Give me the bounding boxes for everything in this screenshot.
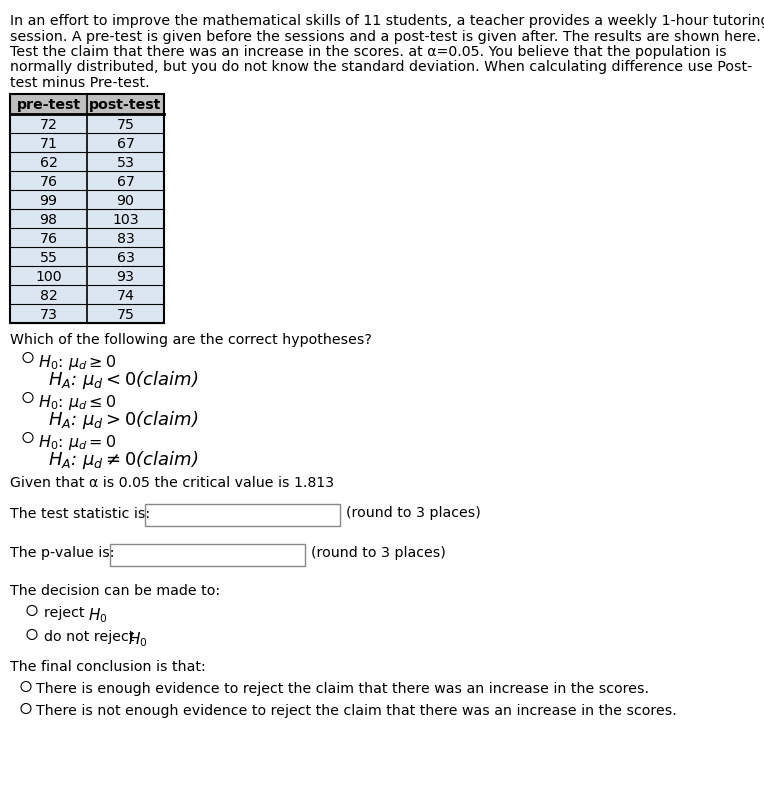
Text: 82: 82 <box>40 289 57 302</box>
Text: Given that α is 0.05 the critical value is 1.813: Given that α is 0.05 the critical value … <box>10 476 334 490</box>
Text: 73: 73 <box>40 308 57 322</box>
Text: 71: 71 <box>40 137 57 151</box>
Text: 63: 63 <box>116 251 134 265</box>
Bar <box>10 247 164 266</box>
Text: do not reject: do not reject <box>44 630 139 644</box>
Bar <box>10 266 164 286</box>
Text: The p-value is:: The p-value is: <box>10 546 115 560</box>
Text: 90: 90 <box>117 194 134 208</box>
Text: pre-test: pre-test <box>17 99 80 112</box>
Text: 67: 67 <box>116 137 134 151</box>
Bar <box>10 115 164 133</box>
Bar <box>110 544 305 565</box>
Text: 62: 62 <box>40 156 57 170</box>
Text: There is enough evidence to reject the claim that there was an increase in the s: There is enough evidence to reject the c… <box>36 682 649 695</box>
Text: 99: 99 <box>40 194 57 208</box>
Text: 103: 103 <box>112 213 139 227</box>
Text: $H_0$: $\mu_d = 0$: $H_0$: $\mu_d = 0$ <box>38 433 116 452</box>
Text: (round to 3 places): (round to 3 places) <box>346 506 481 520</box>
Bar <box>10 304 164 323</box>
Text: normally distributed, but you do not know the standard deviation. When calculati: normally distributed, but you do not kno… <box>10 60 753 75</box>
Bar <box>10 209 164 229</box>
Text: $H_0$: $\mu_d \leq 0$: $H_0$: $\mu_d \leq 0$ <box>38 393 116 412</box>
Text: There is not enough evidence to reject the claim that there was an increase in t: There is not enough evidence to reject t… <box>36 703 677 718</box>
Text: 74: 74 <box>116 289 134 302</box>
Bar <box>10 152 164 172</box>
Text: $H_A$: $\mu_d > 0$(claim): $H_A$: $\mu_d > 0$(claim) <box>48 409 199 431</box>
Text: 98: 98 <box>40 213 57 227</box>
Bar <box>10 229 164 247</box>
Text: 93: 93 <box>116 269 134 284</box>
Text: 83: 83 <box>117 232 134 245</box>
Bar <box>10 286 164 304</box>
Bar <box>10 133 164 152</box>
Text: 76: 76 <box>40 175 57 188</box>
Text: post-test: post-test <box>89 99 162 112</box>
Bar <box>10 172 164 190</box>
Text: $H_A$: $\mu_d < 0$(claim): $H_A$: $\mu_d < 0$(claim) <box>48 369 199 391</box>
Text: 53: 53 <box>116 156 134 170</box>
Text: $H_0$: $H_0$ <box>88 606 108 625</box>
Text: Which of the following are the correct hypotheses?: Which of the following are the correct h… <box>10 333 372 347</box>
Text: 67: 67 <box>116 175 134 188</box>
Text: test minus Pre-test.: test minus Pre-test. <box>10 76 150 90</box>
Text: 100: 100 <box>35 269 62 284</box>
Bar <box>10 95 164 323</box>
Text: Test the claim that there was an increase in the scores. at α=0.05. You believe : Test the claim that there was an increas… <box>10 45 727 59</box>
Text: In an effort to improve the mathematical skills of 11 students, a teacher provid: In an effort to improve the mathematical… <box>10 14 764 28</box>
Text: 55: 55 <box>40 251 57 265</box>
Text: (round to 3 places): (round to 3 places) <box>311 546 445 560</box>
Bar <box>10 190 164 209</box>
Text: 75: 75 <box>116 118 134 132</box>
Text: 72: 72 <box>40 118 57 132</box>
Text: $H_A$: $\mu_d \neq 0$(claim): $H_A$: $\mu_d \neq 0$(claim) <box>48 449 199 471</box>
Bar <box>10 95 164 115</box>
Text: $H_0$: $H_0$ <box>128 630 147 648</box>
Text: The final conclusion is that:: The final conclusion is that: <box>10 660 206 674</box>
Text: The decision can be made to:: The decision can be made to: <box>10 584 220 597</box>
Bar <box>145 504 340 526</box>
Text: 76: 76 <box>40 232 57 245</box>
Text: The test statistic is:: The test statistic is: <box>10 506 150 520</box>
Text: $H_0$: $\mu_d \geq 0$: $H_0$: $\mu_d \geq 0$ <box>38 353 116 372</box>
Text: reject: reject <box>44 606 89 620</box>
Text: session. A pre-test is given before the sessions and a post-test is given after.: session. A pre-test is given before the … <box>10 30 761 43</box>
Text: 75: 75 <box>116 308 134 322</box>
